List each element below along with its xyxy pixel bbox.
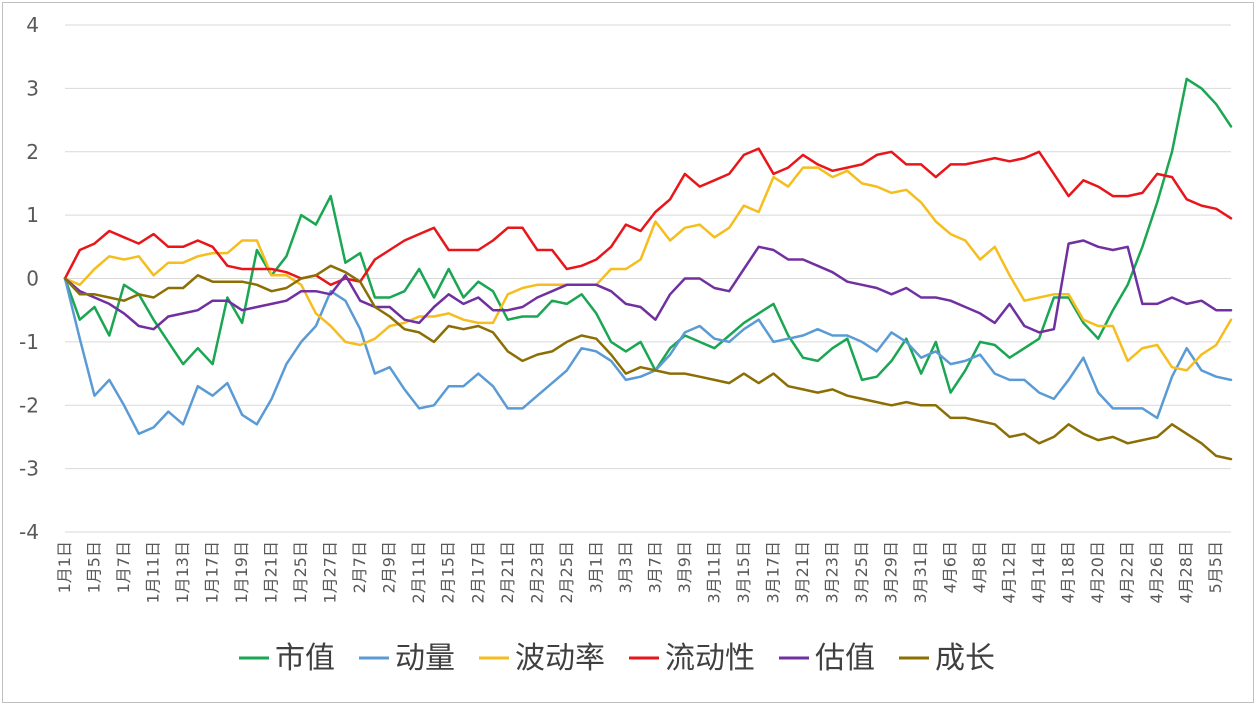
x-tick-label: 2月7日 [350,541,369,593]
x-tick-label: 4月6日 [941,541,960,593]
legend-label-5: 成长 [935,641,995,676]
x-tick-label: 2月9日 [380,541,399,593]
legend-label-1: 动量 [395,641,455,676]
x-tick-label: 4月18日 [1059,541,1078,604]
x-tick-label: 1月19日 [232,541,251,604]
x-tick-label: 1月1日 [55,541,74,593]
x-tick-label: 1月25日 [291,541,310,604]
x-tick-label: 2月25日 [557,541,576,604]
y-tick-label: 3 [26,76,39,100]
legend-label-0: 市值 [275,641,335,676]
x-tick-label: 4月20日 [1088,541,1107,604]
series-line-5 [63,264,1233,461]
y-tick-label: 2 [26,140,39,164]
series-line-0 [63,77,1233,394]
y-tick-label: -3 [19,457,39,481]
y-tick-label: 0 [26,267,39,291]
x-tick-label: 1月7日 [114,541,133,593]
x-tick-label: 1月13日 [173,541,192,604]
x-tick-label: 2月17日 [468,541,487,604]
series-line-3 [63,147,1233,287]
x-tick-label: 4月8日 [970,541,989,593]
x-tick-label: 3月15日 [734,541,753,604]
x-tick-label: 3月31日 [911,541,930,604]
x-axis-tick-labels: 1月1日 1月5日 1月7日 1月11日 1月13日 1月17日 1月19日 1月21日 1月2… [55,541,1225,604]
x-tick-label: 2月23日 [527,541,546,604]
x-tick-label: 3月17日 [763,541,782,604]
legend-label-2: 波动率 [515,641,605,676]
legend-label-4: 估值 [815,641,875,676]
line-chart: 4 3 2 1 0 -1 -2 -3 -4 1月1日 1月5日 1月7日 1月11日 1月13日 1月17… [19,13,1233,676]
x-tick-label: 3月21日 [793,541,812,604]
y-tick-label: -2 [19,393,39,417]
x-tick-label: 3月25日 [852,541,871,604]
y-axis-tick-labels: 4 3 2 1 0 -1 -2 -3 -4 [19,13,39,544]
x-tick-label: 1月5日 [85,541,104,593]
y-tick-label: 1 [26,203,39,227]
series-line-1 [63,277,1233,436]
y-tick-label: -1 [19,330,39,354]
x-tick-label: 2月21日 [498,541,517,604]
x-tick-label: 4月26日 [1147,541,1166,604]
x-tick-label: 3月7日 [645,541,664,593]
x-tick-label: 2月11日 [409,541,428,604]
x-tick-label: 3月3日 [616,541,635,593]
x-tick-label: 4月14日 [1029,541,1048,604]
x-tick-label: 3月23日 [822,541,841,604]
x-tick-label: 5月5日 [1206,541,1225,593]
y-tick-label: -4 [19,520,39,544]
series-lines [63,77,1233,461]
x-tick-label: 4月22日 [1118,541,1137,604]
legend: 市值 动量 波动率 流动性 估值 成长 [239,641,995,676]
x-tick-label: 1月11日 [144,541,163,604]
y-tick-label: 4 [26,13,39,37]
legend-label-3: 流动性 [665,641,755,676]
x-tick-label: 1月27日 [321,541,340,604]
x-tick-label: 3月29日 [882,541,901,604]
series-line-4 [63,239,1233,334]
x-tick-label: 3月9日 [675,541,694,593]
gridlines [65,24,1231,533]
x-tick-label: 1月17日 [203,541,222,604]
x-tick-label: 3月1日 [586,541,605,593]
x-tick-label: 3月11日 [704,541,723,604]
x-tick-label: 1月21日 [262,541,281,604]
x-tick-label: 4月12日 [1000,541,1019,604]
series-line-2 [63,166,1233,372]
x-tick-label: 4月28日 [1177,541,1196,604]
x-tick-label: 2月15日 [439,541,458,604]
